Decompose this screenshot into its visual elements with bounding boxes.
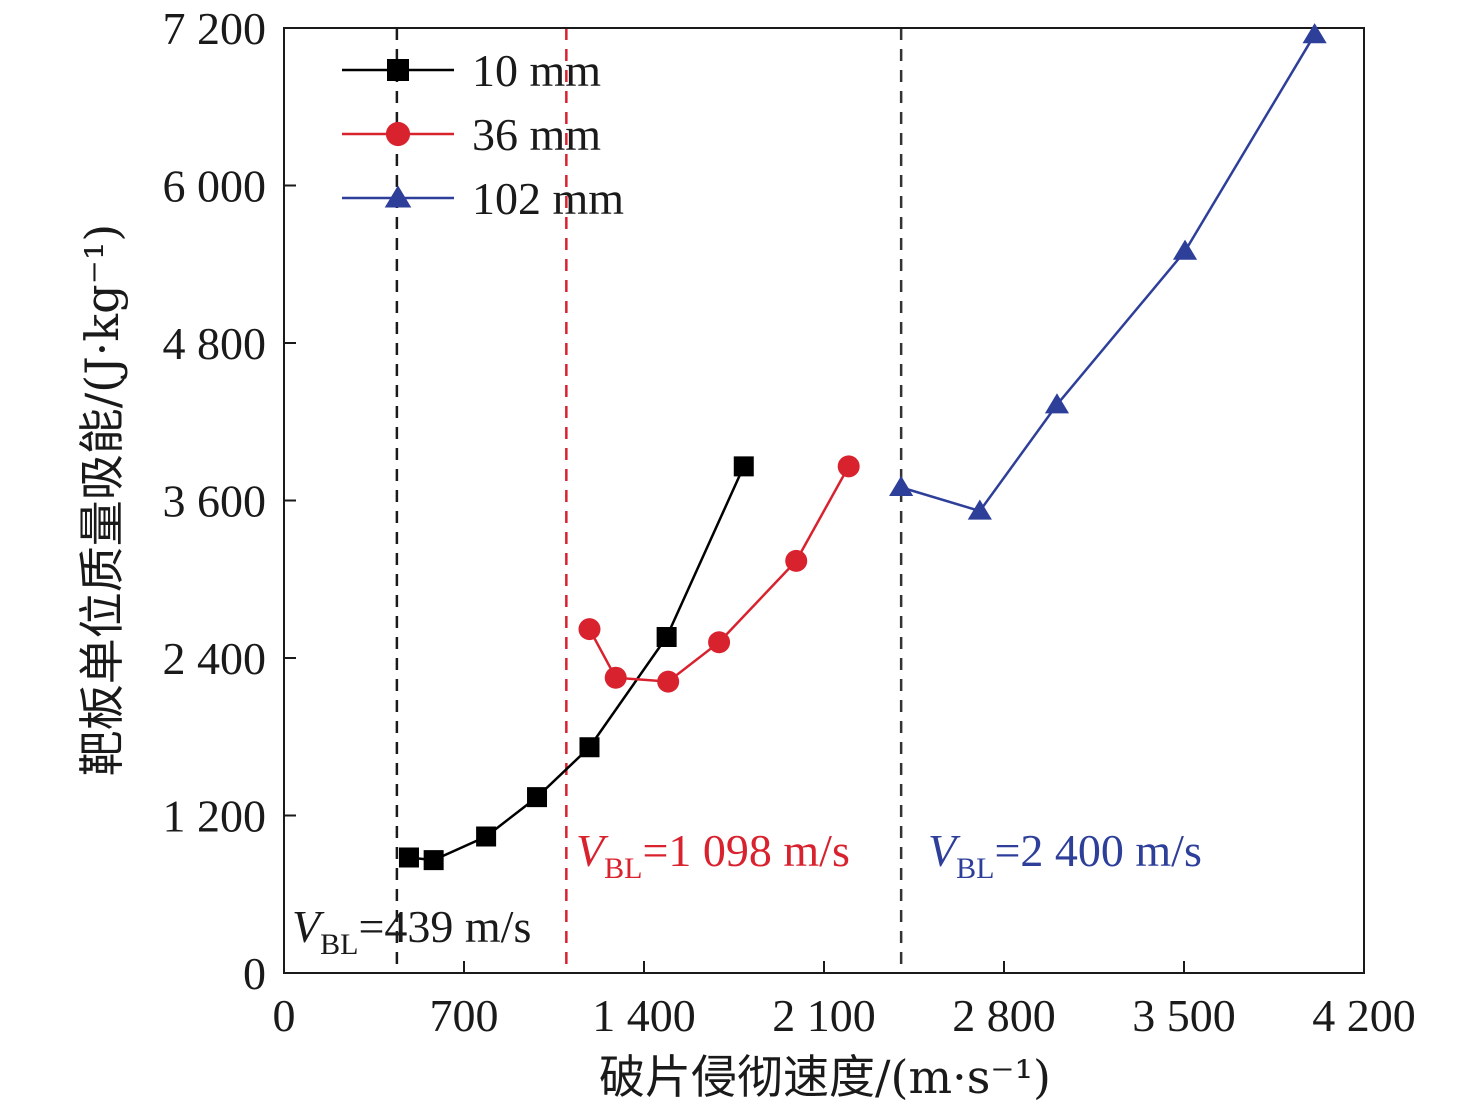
data-point <box>656 627 677 647</box>
data-point <box>889 475 914 496</box>
vbl-annotation: VBL=439 m/s <box>292 901 531 961</box>
vbl-annotation: VBL=1 098 m/s <box>576 825 850 885</box>
x-tick-label: 3 500 <box>1132 990 1236 1041</box>
data-point <box>398 847 419 868</box>
series-circle <box>578 455 860 693</box>
legend-marker <box>387 59 409 81</box>
data-point <box>657 670 680 693</box>
y-tick-label: 6 000 <box>163 161 267 212</box>
vbl-subscript: BL <box>320 928 358 961</box>
axes: 0 700 1 400 2 100 2 800 3 500 4 200 0 1 200 2 400… <box>163 3 1416 1041</box>
data-point <box>1302 23 1327 44</box>
data-point <box>423 850 444 871</box>
legend-marker <box>384 185 412 208</box>
y-tick-label: 4 800 <box>163 318 267 369</box>
y-axis-title: 靶板单位质量吸能/(J·kg⁻¹) <box>75 224 129 777</box>
vbl-symbol: V <box>292 901 325 952</box>
x-tick-label: 1 400 <box>592 990 696 1041</box>
series-layer <box>398 23 1327 871</box>
data-point <box>733 456 754 477</box>
data-point <box>837 455 860 478</box>
x-tick-label: 700 <box>430 990 499 1041</box>
y-tick-label: 3 600 <box>163 476 267 527</box>
data-point <box>579 737 600 758</box>
vbl-subscript: BL <box>604 852 642 885</box>
legend-marker <box>385 121 411 147</box>
x-axis-title: 破片侵彻速度/(m·s⁻¹) <box>599 1050 1051 1104</box>
vbl-annotation: VBL=2 400 m/s <box>928 825 1202 885</box>
reference-lines <box>395 28 903 973</box>
legend-label: 10 mm <box>472 45 601 96</box>
data-point <box>578 618 601 641</box>
data-point <box>708 631 731 654</box>
vbl-symbol: V <box>928 825 961 876</box>
data-point <box>785 549 808 572</box>
data-point <box>967 499 992 520</box>
legend-label: 36 mm <box>472 109 601 160</box>
x-tick-label: 2 100 <box>772 990 876 1041</box>
series-triangle <box>889 23 1327 520</box>
vbl-value: =439 m/s <box>358 901 531 952</box>
x-tick-label: 0 <box>273 990 296 1041</box>
data-point <box>1044 393 1070 414</box>
vbl-value: =1 098 m/s <box>642 825 849 876</box>
data-point <box>527 787 548 808</box>
legend-label: 102 mm <box>472 173 624 224</box>
data-point <box>476 826 497 847</box>
y-tick-label: 0 <box>243 948 266 999</box>
x-tick-label: 4 200 <box>1312 990 1416 1041</box>
y-tick-label: 1 200 <box>163 791 267 842</box>
x-tick-label: 2 800 <box>952 990 1056 1041</box>
series-square <box>398 456 754 871</box>
y-tick-label: 7 200 <box>163 3 267 54</box>
data-point <box>604 666 627 689</box>
vbl-subscript: BL <box>956 852 994 885</box>
vbl-value: =2 400 m/s <box>994 825 1201 876</box>
vbl-symbol: V <box>576 825 609 876</box>
y-tick-label: 2 400 <box>163 633 267 684</box>
data-point <box>1172 239 1198 260</box>
legend: 10 mm 36 mm 102 mm <box>342 45 624 224</box>
